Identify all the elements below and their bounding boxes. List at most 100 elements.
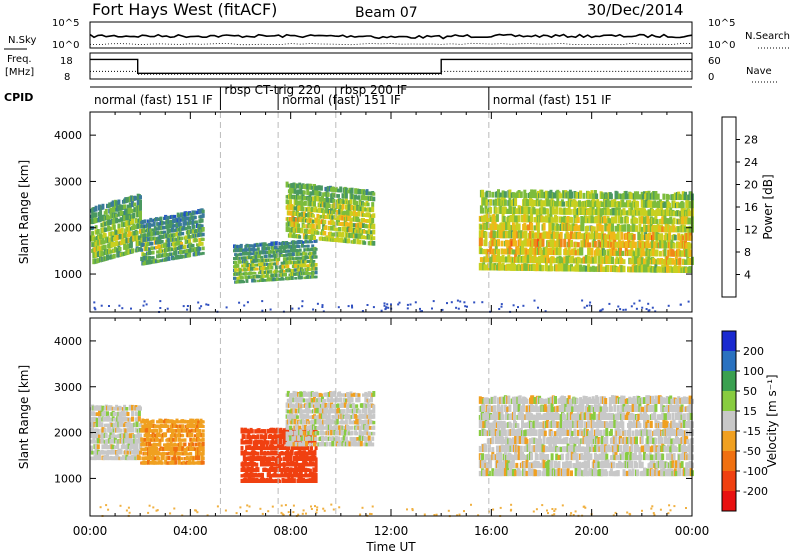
- scatter-cell: [319, 185, 323, 191]
- scatter-cell: [306, 244, 310, 248]
- scatter-cell: [276, 246, 280, 250]
- scatter-cell: [327, 203, 331, 209]
- ground-scatter-cell: [512, 304, 515, 307]
- scatter-cell: [497, 224, 500, 231]
- scatter-cell: [294, 391, 298, 397]
- scatter-cell: [552, 208, 556, 215]
- scatter-cell: [292, 478, 296, 483]
- scatter-cell: [135, 443, 139, 450]
- scatter-cell: [115, 411, 119, 417]
- scatter-cell: [549, 206, 553, 215]
- scatter-cell: [158, 433, 162, 438]
- scatter-cell: [305, 451, 309, 456]
- scatter-cell: [131, 218, 134, 225]
- scatter-cell: [131, 411, 134, 417]
- scatter-cell: [201, 437, 205, 442]
- scatter-cell: [341, 232, 345, 238]
- scatter-cell: [362, 223, 365, 228]
- scatter-cell: [638, 216, 642, 224]
- scatter-cell: [134, 417, 138, 422]
- ground-scatter-cell: [384, 308, 387, 311]
- scatter-cell: [248, 435, 252, 439]
- scatter-cell: [151, 419, 155, 424]
- scatter-cell: [253, 462, 256, 467]
- ground-scatter-cell: [455, 306, 458, 309]
- scatter-cell: [482, 248, 486, 255]
- scatter-cell: [250, 466, 254, 472]
- ground-scatter-cell: [301, 300, 304, 303]
- scatter-cell: [591, 193, 595, 199]
- scatter-cell: [115, 421, 119, 428]
- ground-scatter-cell: [517, 306, 519, 309]
- scatter-cell: [505, 239, 508, 247]
- colorbar-tick-label: 12: [744, 224, 758, 237]
- ground-scatter-cell: [617, 305, 620, 308]
- scatter-cell: [645, 210, 649, 216]
- scatter-cell: [485, 199, 489, 206]
- ground-scatter-cell: [647, 302, 650, 305]
- scatter-cell: [555, 206, 559, 215]
- scatter-cell: [677, 233, 681, 241]
- scatter-cell: [141, 456, 145, 461]
- scatter-cell: [259, 434, 263, 439]
- scatter-cell: [271, 246, 275, 250]
- scatter-cell: [151, 250, 155, 255]
- scatter-cell: [636, 191, 640, 200]
- scatter-cell: [186, 420, 190, 424]
- scatter-cell: [633, 241, 637, 249]
- ground-scatter-cell: [419, 307, 421, 310]
- scatter-cell: [570, 191, 573, 199]
- scatter-cell: [139, 204, 142, 211]
- scatter-cell: [502, 216, 506, 222]
- scatter-cell: [302, 241, 306, 244]
- scatter-cell: [491, 263, 495, 271]
- scatter-cell: [279, 249, 283, 254]
- scatter-cell: [550, 266, 554, 272]
- scatter-cell: [132, 223, 136, 230]
- scatter-cell: [189, 437, 193, 442]
- scatter-cell: [321, 195, 324, 202]
- scatter-cell: [517, 215, 521, 223]
- ground-scatter-cell: [641, 306, 644, 309]
- scatter-cell: [575, 191, 579, 199]
- scatter-cell: [169, 441, 173, 447]
- scatter-cell: [599, 264, 603, 272]
- cpid-mode-label: normal (fast) 151 IF: [94, 93, 213, 107]
- scatter-cell: [256, 244, 260, 247]
- scatter-cell: [243, 456, 247, 461]
- ground-scatter-cell: [446, 302, 448, 305]
- scatter-cell: [194, 238, 198, 243]
- scatter-cell: [101, 251, 105, 256]
- scatter-cell: [304, 260, 308, 264]
- ground-scatter-cell: [301, 305, 304, 308]
- scatter-cell: [318, 412, 322, 419]
- scatter-cell: [571, 266, 575, 272]
- scatter-cell: [240, 276, 244, 280]
- scatter-cell: [294, 408, 298, 414]
- scatter-cell: [153, 226, 157, 231]
- scatter-cell: [357, 195, 361, 200]
- scatter-cell: [519, 230, 523, 239]
- scatter-cell: [499, 192, 503, 198]
- scatter-cell: [372, 241, 376, 246]
- ground-scatter-cell: [312, 308, 315, 311]
- scatter-cell: [123, 239, 127, 244]
- scatter-cell: [299, 391, 303, 397]
- scatter-cell: [277, 256, 281, 262]
- scatter-cell: [127, 225, 131, 232]
- scatter-cell: [180, 236, 184, 241]
- scatter-cell: [175, 443, 179, 447]
- scatter-cell: [270, 273, 274, 278]
- scatter-cell: [568, 209, 572, 215]
- scatter-cell: [332, 199, 336, 203]
- scatter-cell: [181, 419, 185, 424]
- scatter-cell: [518, 238, 522, 247]
- station-title: Fort Hays West (fitACF): [92, 0, 277, 19]
- scatter-cell: [287, 204, 291, 210]
- scatter-cell: [314, 436, 318, 441]
- scatter-cell: [236, 264, 240, 268]
- scatter-cell: [189, 451, 193, 456]
- scatter-cell: [568, 256, 572, 264]
- scatter-cell: [161, 455, 165, 461]
